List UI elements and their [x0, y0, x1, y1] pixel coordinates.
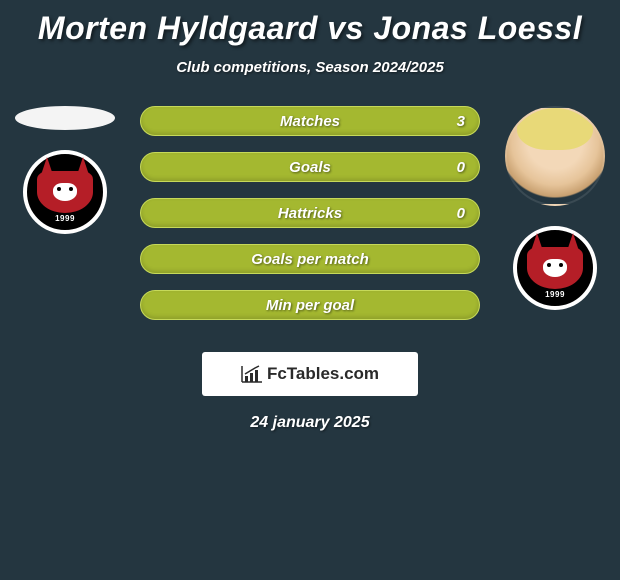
brand-text: FcTables.com: [267, 364, 379, 384]
stat-row-hattricks: Hattricks 0: [140, 198, 480, 228]
brand-box: FcTables.com: [202, 352, 418, 396]
club-year-right: 1999: [517, 290, 593, 299]
stat-row-goals-per-match: Goals per match: [140, 244, 480, 274]
stat-value-right: 0: [457, 205, 465, 222]
page-title: Morten Hyldgaard vs Jonas Loessl: [0, 0, 620, 47]
player-right-club-badge: 1999: [513, 226, 597, 310]
stat-label: Min per goal: [266, 297, 354, 314]
club-year-left: 1999: [27, 214, 103, 223]
footer-date: 24 january 2025: [0, 414, 620, 432]
stat-label: Matches: [280, 113, 340, 130]
stat-row-goals: Goals 0: [140, 152, 480, 182]
stat-row-matches: Matches 3: [140, 106, 480, 136]
player-left-avatar: [15, 106, 115, 130]
player-left-column: 1999: [0, 106, 130, 234]
stat-value-right: 0: [457, 159, 465, 176]
comparison-panel: 1999 Matches 3 Goals 0 Hattricks 0 Goals…: [0, 106, 620, 346]
bar-chart-icon: [241, 365, 263, 383]
stat-label: Goals: [289, 159, 331, 176]
player-right-column: 1999: [490, 106, 620, 310]
stat-label: Goals per match: [251, 251, 369, 268]
page-subtitle: Club competitions, Season 2024/2025: [0, 59, 620, 76]
player-right-avatar: [505, 106, 605, 206]
stat-label: Hattricks: [278, 205, 342, 222]
stat-bars: Matches 3 Goals 0 Hattricks 0 Goals per …: [140, 106, 480, 320]
player-left-club-badge: 1999: [23, 150, 107, 234]
stat-value-right: 3: [457, 113, 465, 130]
stat-row-min-per-goal: Min per goal: [140, 290, 480, 320]
